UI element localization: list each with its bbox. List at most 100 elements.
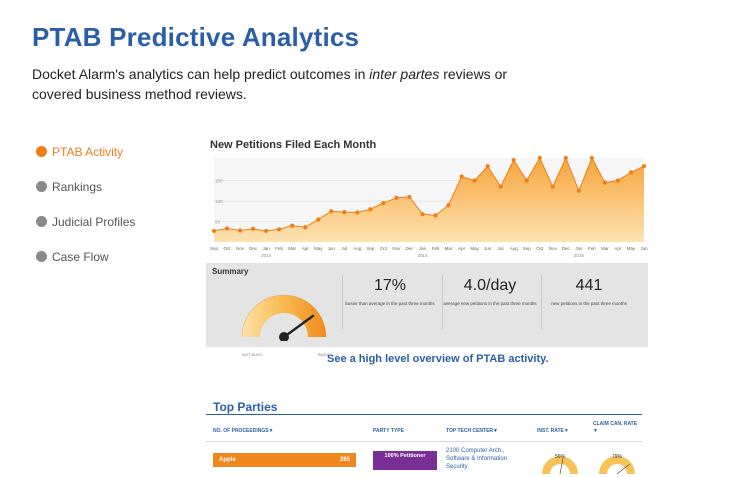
data-point[interactable] xyxy=(524,178,529,183)
sidebar-item-ptab-activity[interactable]: PTAB Activity xyxy=(36,134,135,169)
summary-panel: Summary NOT BUSY BUSY 17% busier than av… xyxy=(206,263,648,357)
summary-label: Summary xyxy=(212,267,249,276)
summary-divider xyxy=(442,275,443,329)
x-tick-label: Dec xyxy=(562,246,571,251)
data-point[interactable] xyxy=(290,223,295,228)
tech-center-text: 2100 Computer Arch., Software & Informat… xyxy=(446,448,508,470)
x-tick-label: May xyxy=(470,246,479,251)
data-point[interactable] xyxy=(446,203,451,208)
sidebar-item-label: PTAB Activity xyxy=(52,144,124,159)
x-tick-label: Dec xyxy=(405,246,414,251)
intro-text-end: reviews or covered business method revie… xyxy=(32,66,508,102)
busy-gauge: NOT BUSY BUSY xyxy=(236,281,332,357)
data-point[interactable] xyxy=(381,200,386,206)
data-point[interactable] xyxy=(368,207,373,212)
x-tick-label: Aug xyxy=(353,246,362,251)
header-divider xyxy=(206,441,642,442)
column-header-proceedings[interactable]: NO. OF PROCEEDINGS▼ xyxy=(213,428,274,434)
data-point[interactable] xyxy=(224,226,230,231)
page-title: PTAB Predictive Analytics xyxy=(32,22,360,52)
x-tick-label: Apr xyxy=(302,246,310,251)
bullet-icon xyxy=(36,181,47,192)
data-point[interactable] xyxy=(498,184,503,189)
x-tick-label: Sep xyxy=(210,246,219,251)
party-count: 265 xyxy=(339,457,350,463)
column-header-inst-rate[interactable]: INST. RATE▼ xyxy=(537,428,569,434)
data-point[interactable] xyxy=(511,157,516,163)
column-header-claim-can-rate[interactable]: CLAIM CAN. RATE ▼ xyxy=(593,421,638,434)
sidebar-item-label: Rankings xyxy=(52,179,103,194)
x-tick-label: Mar xyxy=(288,246,296,251)
data-point[interactable] xyxy=(641,164,647,169)
y-tick-label: 50 xyxy=(215,220,221,225)
sidebar-nav: PTAB Activity Rankings Judicial Profiles… xyxy=(36,134,135,274)
data-point[interactable] xyxy=(589,155,594,161)
x-tick-label: Jun xyxy=(484,246,492,251)
petitions-chart-svg: 50 100 150 Sep Oct Nov Dec Jan Feb Mar Apr May Jun Ju… xyxy=(210,155,648,258)
x-tick-label: May xyxy=(314,246,323,251)
data-point[interactable] xyxy=(355,210,360,215)
column-header-tech-center[interactable]: TOP TECH CENTER▼ xyxy=(446,428,498,434)
x-tick-label: Jan xyxy=(575,246,583,251)
data-point[interactable] xyxy=(628,170,634,175)
data-point[interactable] xyxy=(420,212,425,217)
ptab-overview-link[interactable]: See a high level overview of PTAB activi… xyxy=(327,353,549,365)
y-tick-label: 100 xyxy=(215,199,223,204)
sidebar-item-case-flow[interactable]: Case Flow xyxy=(36,239,135,274)
data-point[interactable] xyxy=(537,155,542,161)
x-tick-label: Dec xyxy=(249,246,258,251)
data-point[interactable] xyxy=(250,226,256,231)
claim-can-rate-gauge-icon xyxy=(599,456,635,474)
top-parties-title: Top Parties xyxy=(213,400,278,414)
x-tick-label: Feb xyxy=(588,246,596,251)
x-tick-label: Feb xyxy=(275,246,283,251)
bullet-icon xyxy=(36,251,47,262)
data-point[interactable] xyxy=(472,178,477,183)
data-point[interactable] xyxy=(407,194,412,200)
data-point[interactable] xyxy=(316,217,321,222)
data-point[interactable] xyxy=(433,213,438,218)
summary-divider xyxy=(541,275,542,329)
data-point[interactable] xyxy=(576,188,581,193)
data-point[interactable] xyxy=(550,184,555,189)
x-tick-label: Sep xyxy=(366,246,375,251)
x-tick-label: Jul xyxy=(341,246,347,251)
data-point[interactable] xyxy=(303,225,308,230)
data-point[interactable] xyxy=(394,195,399,200)
stat-value: 4.0/day xyxy=(463,277,517,294)
intro-text-italic: inter partes xyxy=(369,66,440,82)
data-point[interactable] xyxy=(264,228,269,234)
year-label: 2014 xyxy=(417,253,428,258)
x-tick-label: Mar xyxy=(445,246,453,251)
x-tick-label: Jan xyxy=(262,246,270,251)
stat-desc: busier than average in the past three mo… xyxy=(345,301,435,306)
data-point[interactable] xyxy=(329,209,334,214)
y-tick-label: 150 xyxy=(215,179,223,184)
column-header-party-type[interactable]: PARTY TYPE xyxy=(373,428,404,434)
data-point[interactable] xyxy=(485,164,490,169)
series-area xyxy=(214,158,644,242)
data-point[interactable] xyxy=(342,209,347,215)
data-point[interactable] xyxy=(563,155,568,161)
x-tick-label: Oct xyxy=(224,246,232,251)
stat-per-day: 4.0/day average new petitions in the pas… xyxy=(442,277,538,307)
sidebar-item-rankings[interactable]: Rankings xyxy=(36,169,135,204)
stat-new-petitions: 441 new petitions in the past three mont… xyxy=(541,277,637,307)
data-point[interactable] xyxy=(211,228,217,234)
x-tick-label: Oct xyxy=(380,246,388,251)
x-tick-label: Sep xyxy=(523,246,532,251)
party-type-badge: 100% Petitioner xyxy=(373,451,437,470)
intro-text: Docket Alarm's analytics can help predic… xyxy=(32,64,512,104)
sidebar-item-judicial-profiles[interactable]: Judicial Profiles xyxy=(36,204,135,239)
data-point[interactable] xyxy=(277,227,282,232)
data-point[interactable] xyxy=(602,180,608,185)
year-label: 2013 xyxy=(261,253,272,258)
data-point[interactable] xyxy=(237,228,243,233)
x-tick-label: Feb xyxy=(432,246,440,251)
party-bar-apple[interactable]: Apple 265 xyxy=(213,453,356,467)
data-point[interactable] xyxy=(615,178,621,183)
x-tick-label: Mar xyxy=(601,246,609,251)
data-point[interactable] xyxy=(459,174,464,179)
bullet-icon xyxy=(36,216,47,227)
intro-text-start: Docket Alarm's analytics can help predic… xyxy=(32,66,370,82)
